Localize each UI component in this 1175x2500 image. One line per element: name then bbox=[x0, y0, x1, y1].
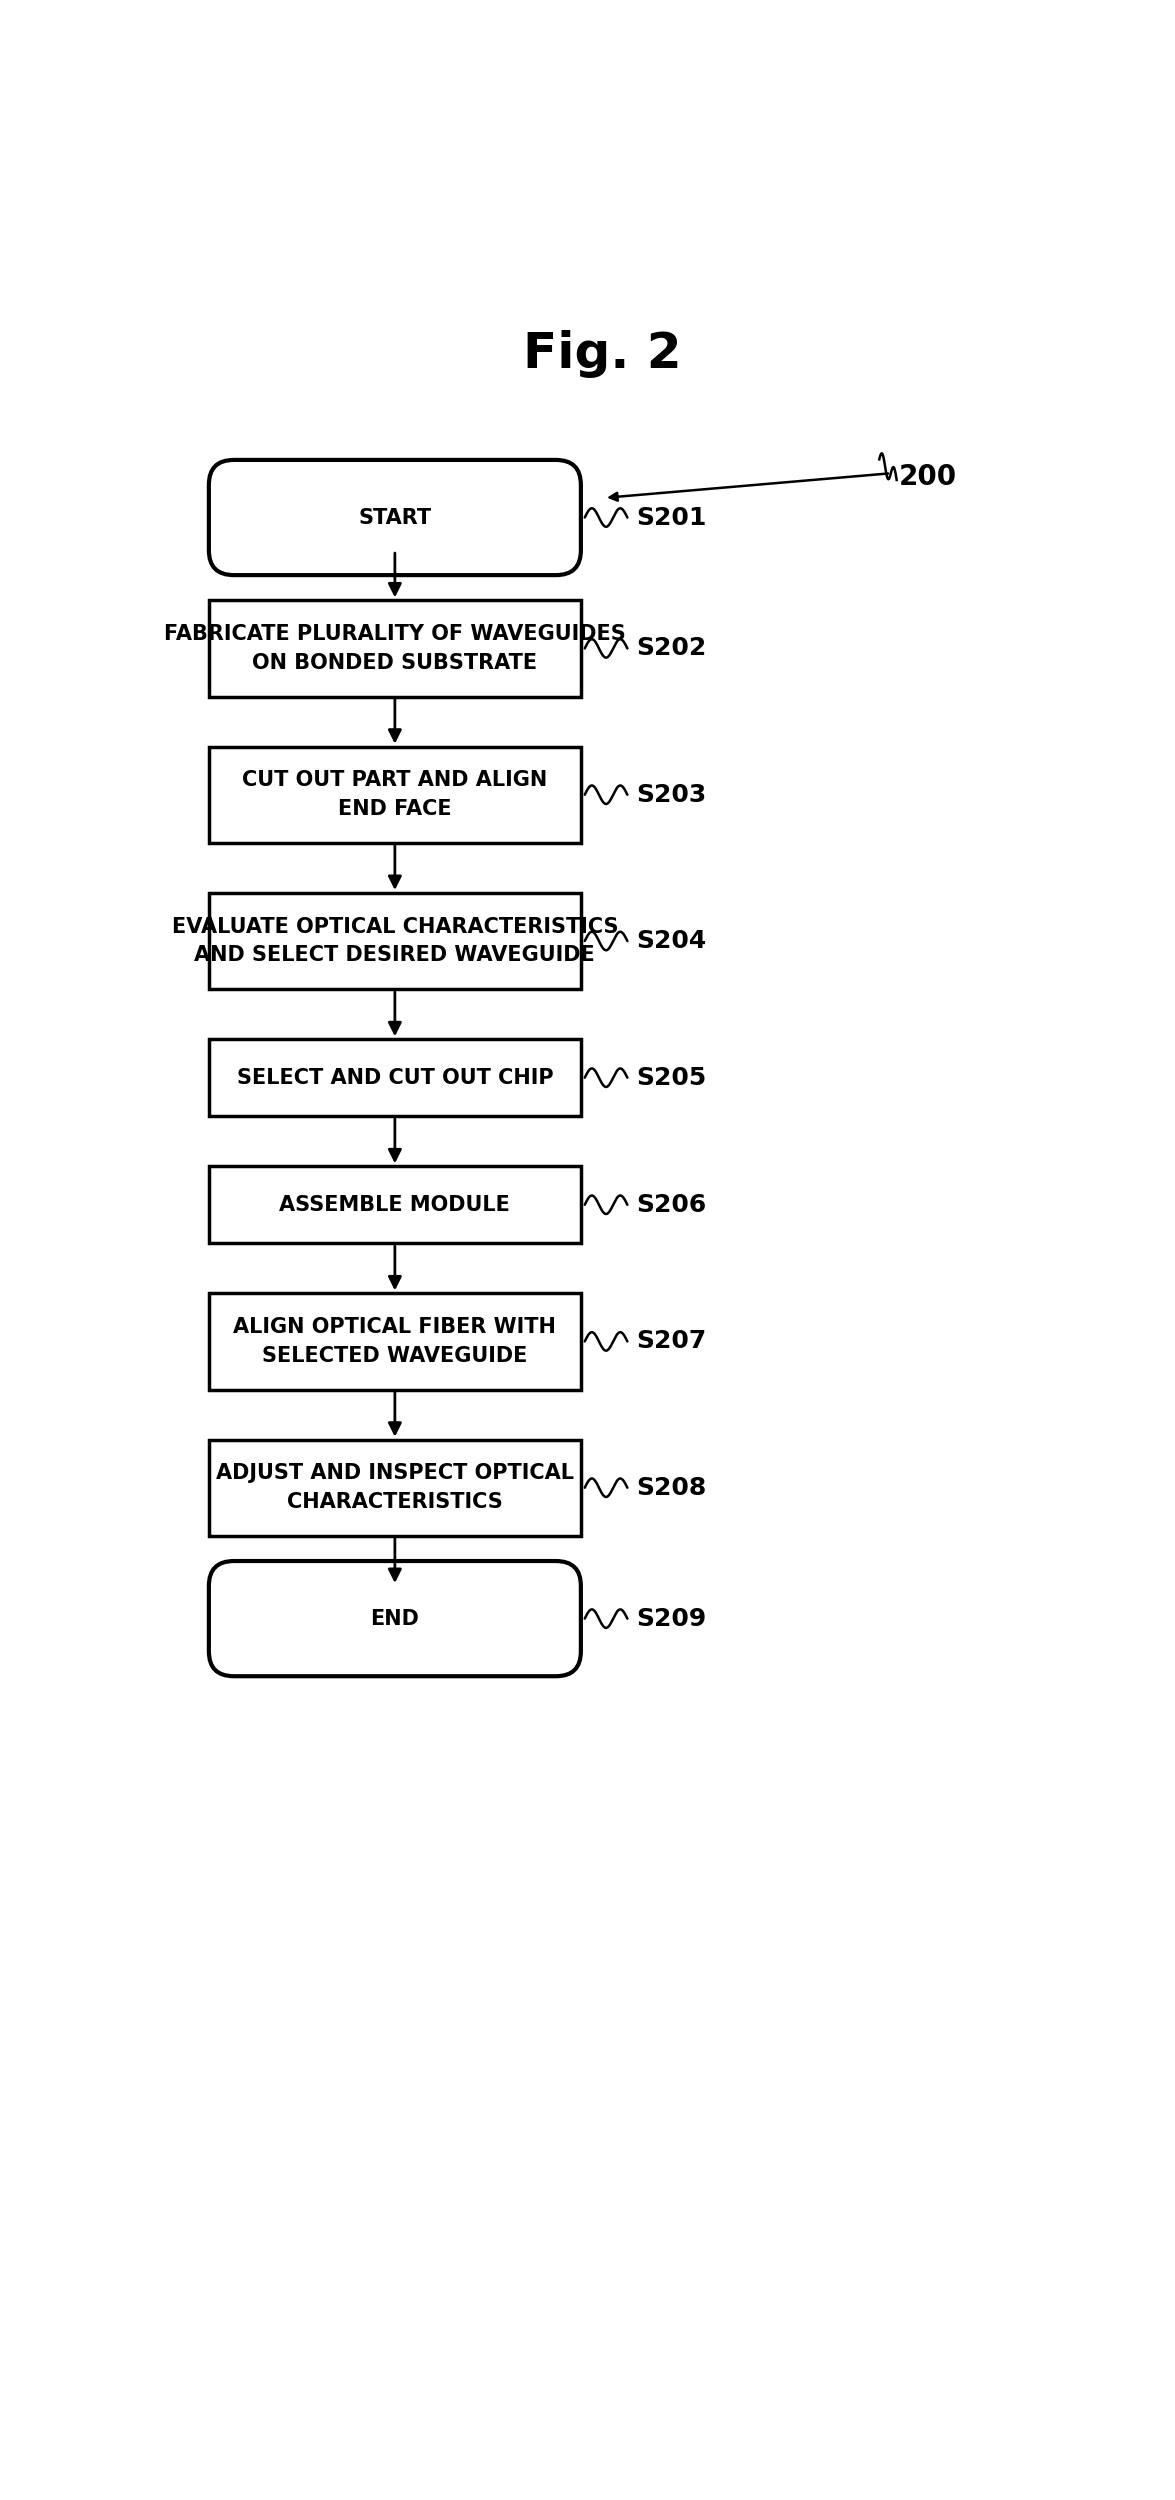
FancyBboxPatch shape bbox=[209, 1560, 580, 1675]
Text: FABRICATE PLURALITY OF WAVEGUIDES: FABRICATE PLURALITY OF WAVEGUIDES bbox=[165, 625, 626, 645]
Bar bbox=[209, 1165, 580, 1242]
Text: CHARACTERISTICS: CHARACTERISTICS bbox=[287, 1492, 503, 1512]
Text: END FACE: END FACE bbox=[338, 800, 451, 820]
Text: ON BONDED SUBSTRATE: ON BONDED SUBSTRATE bbox=[253, 652, 537, 672]
Bar bbox=[209, 748, 580, 843]
Text: AND SELECT DESIRED WAVEGUIDE: AND SELECT DESIRED WAVEGUIDE bbox=[195, 945, 596, 965]
Text: ASSEMBLE MODULE: ASSEMBLE MODULE bbox=[280, 1195, 510, 1215]
Text: Fig. 2: Fig. 2 bbox=[523, 330, 682, 378]
FancyBboxPatch shape bbox=[209, 460, 580, 575]
Text: S203: S203 bbox=[637, 782, 707, 808]
Text: S204: S204 bbox=[637, 930, 707, 952]
Text: S202: S202 bbox=[637, 638, 707, 660]
Text: START: START bbox=[358, 508, 431, 528]
Text: S209: S209 bbox=[637, 1608, 707, 1630]
Text: ALIGN OPTICAL FIBER WITH: ALIGN OPTICAL FIBER WITH bbox=[234, 1318, 556, 1338]
Text: S208: S208 bbox=[637, 1475, 707, 1500]
Text: END: END bbox=[370, 1608, 419, 1628]
Text: S201: S201 bbox=[637, 505, 707, 530]
Text: CUT OUT PART AND ALIGN: CUT OUT PART AND ALIGN bbox=[242, 770, 548, 790]
Bar bbox=[209, 600, 580, 698]
Text: SELECTED WAVEGUIDE: SELECTED WAVEGUIDE bbox=[262, 1345, 528, 1365]
Text: SELECT AND CUT OUT CHIP: SELECT AND CUT OUT CHIP bbox=[236, 1068, 553, 1088]
Bar bbox=[209, 1292, 580, 1390]
Text: 200: 200 bbox=[899, 462, 956, 490]
Bar bbox=[209, 892, 580, 990]
Bar bbox=[209, 1040, 580, 1115]
Text: ADJUST AND INSPECT OPTICAL: ADJUST AND INSPECT OPTICAL bbox=[216, 1462, 573, 1482]
Text: S207: S207 bbox=[637, 1330, 707, 1352]
Text: S206: S206 bbox=[637, 1192, 707, 1218]
Bar bbox=[209, 1440, 580, 1535]
Text: S205: S205 bbox=[637, 1065, 707, 1090]
Text: EVALUATE OPTICAL CHARACTERISTICS: EVALUATE OPTICAL CHARACTERISTICS bbox=[172, 918, 618, 938]
